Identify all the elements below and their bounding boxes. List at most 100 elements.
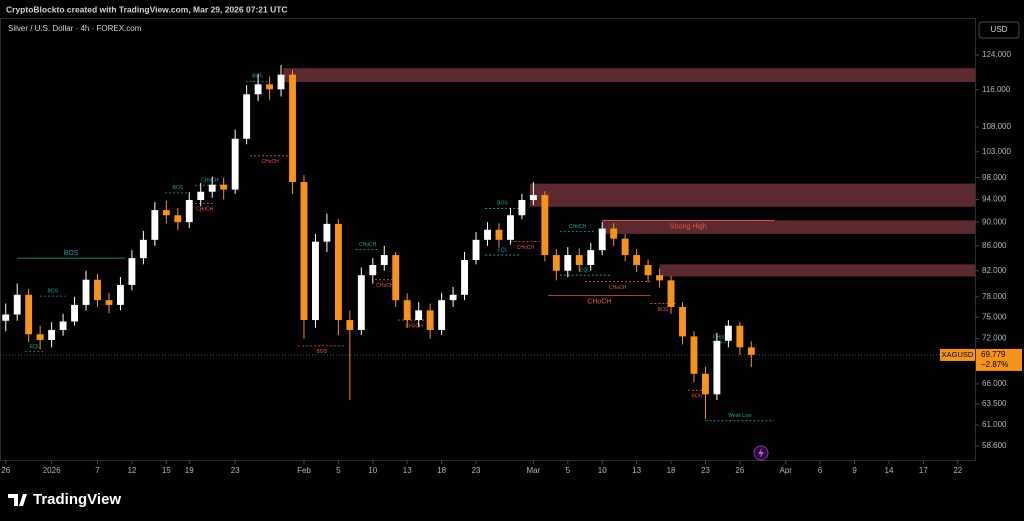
symbol-tag [940,348,975,361]
y-tick-label: 108.000 [982,122,1011,131]
event-icon[interactable] [753,445,769,461]
candle [518,193,526,220]
x-tick-label: 13 [403,466,412,475]
candle-body [369,265,377,276]
currency-box[interactable] [978,21,1020,39]
structure-label: BOS [692,394,703,400]
candle-body [529,195,537,201]
plot-area: BOS BOS EQL BOS CHoCH CHoCH BOS CHoCH BOS CHoCH CH… [0,65,975,422]
candle [713,332,721,401]
candle [71,296,78,326]
x-tick-label: 13 [632,466,641,475]
y-tick-label: 75.000 [982,312,1007,321]
y-tick-label: 116.000 [982,85,1011,94]
candle-body [36,334,44,341]
candle-body [575,255,583,266]
structure-label: CHoCH [196,207,214,213]
structure-label: CHoCH [587,298,611,305]
x-tick-label: 23 [231,466,240,475]
x-tick-label: 10 [598,466,607,475]
candle [117,277,124,311]
candle [633,248,641,272]
x-tick-label: 18 [437,466,446,475]
candle-body [426,310,434,330]
candle [243,85,251,145]
candle-body [541,195,549,256]
candle-body [59,321,67,330]
candle [105,292,113,314]
candle-body [105,300,113,305]
candle [369,258,377,284]
candle-body [117,284,124,305]
structure-label: BOS [316,349,327,355]
structure-label: CHoCH [517,245,535,251]
structure-label: Weak Low [728,413,752,419]
x-tick-label: 14 [885,466,894,475]
candle-body [357,275,365,330]
x-tick-label: 7 [95,466,100,475]
y-tick-label: 124.000 [982,50,1011,59]
candle [736,322,744,355]
candle-body [403,300,411,321]
x-tick-label: 23 [472,466,481,475]
candle-body [220,184,228,190]
y-tick-label: 103.000 [982,147,1011,156]
candle [644,259,652,283]
candle [507,207,514,245]
candle [587,242,595,271]
candle-body [667,280,675,307]
candle [94,273,101,307]
candle-body [484,229,491,240]
candle-body [747,347,755,355]
x-tick-label: 12 [127,466,136,475]
y-tick-label: 66.000 [982,379,1007,388]
candle-body [48,329,56,341]
candle [48,322,56,348]
structure-label: CHoCH [405,323,423,329]
candle-body [185,200,193,223]
candle [185,192,193,228]
candle-body [151,210,159,240]
candle [2,303,10,332]
price-change-label: −2.87% [981,360,1008,369]
structure-label: CHoCH [376,283,394,289]
structure-label: CHoCH [359,242,377,248]
candle [139,230,147,265]
candle [197,183,205,207]
candle [254,74,262,102]
y-tick-label: 94.000 [982,195,1007,204]
candle-body [71,304,78,322]
candle-body [633,255,641,266]
candle [449,286,457,307]
structure-label: CHoCH [713,335,731,341]
candle-body [266,84,273,90]
candle [277,65,285,97]
candle [36,325,44,350]
candle-body [334,223,342,321]
candle [392,251,400,307]
y-tick-label: 90.000 [982,217,1007,226]
x-tick-label: 5 [336,466,341,475]
candle [151,202,159,246]
candle-body [2,314,10,321]
candle [289,69,296,194]
structure-label: Strong High [670,223,707,230]
x-tick-label: Apr [780,466,793,475]
y-tick-label: 63.500 [982,399,1007,408]
candle [438,292,446,335]
candle-body [139,239,147,259]
candle [312,233,319,328]
x-tick-label: 17 [919,466,928,475]
candle-body [495,229,503,240]
candle [610,223,618,246]
candle [575,248,583,272]
candle [231,129,239,194]
candle-body [449,294,457,301]
structure-label: EQL [30,344,40,350]
x-tick-label: 5 [566,466,571,475]
candle-body [380,255,388,266]
candle [13,283,21,321]
candle [415,302,423,328]
